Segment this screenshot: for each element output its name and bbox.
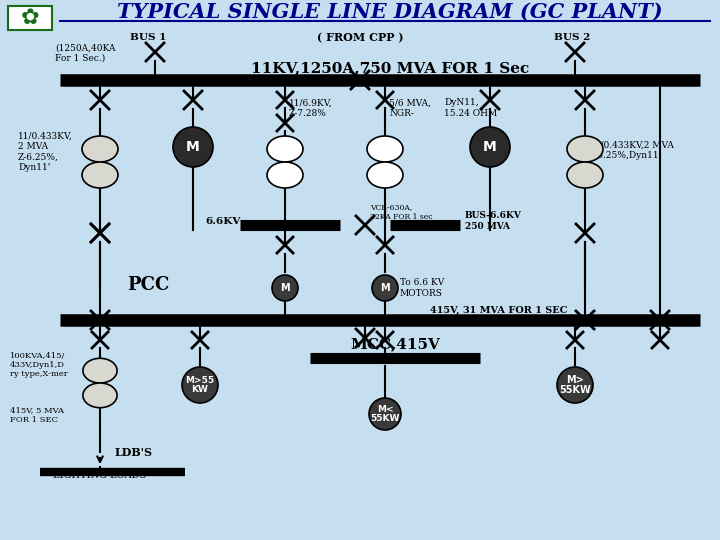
Text: M: M — [280, 283, 290, 293]
Text: PCC: PCC — [127, 276, 169, 294]
Text: LIGHTING LOADS: LIGHTING LOADS — [53, 471, 147, 481]
Text: 6.6KV: 6.6KV — [205, 217, 240, 226]
Text: 11/0.433KV,2 MVA
Z-6.25%,Dyn11': 11/0.433KV,2 MVA Z-6.25%,Dyn11' — [589, 140, 674, 160]
Text: 11/6.9KV,
Z-7.28%: 11/6.9KV, Z-7.28% — [289, 98, 333, 118]
Ellipse shape — [82, 162, 118, 188]
Text: 11/0.433KV,
2 MVA
Z-6.25%,
Dyn11': 11/0.433KV, 2 MVA Z-6.25%, Dyn11' — [18, 132, 73, 172]
Circle shape — [372, 275, 398, 301]
Text: M: M — [186, 140, 200, 154]
Text: To 6.6 KV
MOTORS: To 6.6 KV MOTORS — [400, 278, 444, 298]
Circle shape — [557, 367, 593, 403]
FancyBboxPatch shape — [8, 6, 52, 30]
Text: ( FROM CPP ): ( FROM CPP ) — [317, 32, 403, 44]
Circle shape — [369, 398, 401, 430]
Circle shape — [272, 275, 298, 301]
Text: BUS 1: BUS 1 — [130, 33, 166, 43]
Ellipse shape — [267, 136, 303, 162]
Text: TYPICAL SINGLE LINE DIAGRAM (GC PLANT): TYPICAL SINGLE LINE DIAGRAM (GC PLANT) — [117, 2, 663, 22]
Ellipse shape — [567, 162, 603, 188]
Text: VCB-630A,
22KA FOR 1 sec: VCB-630A, 22KA FOR 1 sec — [370, 204, 433, 221]
Text: DyN11,
15.24 OHM: DyN11, 15.24 OHM — [444, 98, 498, 118]
Ellipse shape — [267, 162, 303, 188]
Text: M<
55KW: M< 55KW — [370, 404, 400, 423]
Text: 415V, 5 MVA
FOR 1 SEC: 415V, 5 MVA FOR 1 SEC — [10, 407, 64, 423]
Ellipse shape — [83, 383, 117, 408]
Ellipse shape — [82, 136, 118, 162]
Text: (1250A,40KA
For 1 Sec.): (1250A,40KA For 1 Sec.) — [55, 43, 115, 63]
Text: M: M — [483, 140, 497, 154]
Text: 415V, 31 MVA FOR 1 SEC: 415V, 31 MVA FOR 1 SEC — [430, 306, 567, 314]
Text: M: M — [380, 283, 390, 293]
Text: BUS 2: BUS 2 — [554, 33, 590, 43]
Ellipse shape — [367, 136, 403, 162]
Text: MCC,415V: MCC,415V — [350, 337, 440, 351]
Text: 100KVA,415/
433V,Dyn1,D
ry type,X-mer: 100KVA,415/ 433V,Dyn1,D ry type,X-mer — [10, 352, 68, 378]
Text: LDB'S: LDB'S — [115, 447, 153, 457]
Text: M>55
KW: M>55 KW — [186, 376, 215, 394]
Text: 11KV,1250A,750 MVA FOR 1 Sec: 11KV,1250A,750 MVA FOR 1 Sec — [251, 61, 529, 75]
Circle shape — [182, 367, 218, 403]
Ellipse shape — [83, 359, 117, 383]
Text: 5/6 MVA,
NGR-: 5/6 MVA, NGR- — [389, 98, 431, 118]
Circle shape — [470, 127, 510, 167]
Text: M>
55KW: M> 55KW — [559, 375, 591, 395]
Ellipse shape — [367, 162, 403, 188]
Circle shape — [173, 127, 213, 167]
Text: ✿: ✿ — [21, 8, 40, 28]
Text: BUS-6.6KV
250 MVA: BUS-6.6KV 250 MVA — [465, 211, 522, 231]
Ellipse shape — [567, 136, 603, 162]
